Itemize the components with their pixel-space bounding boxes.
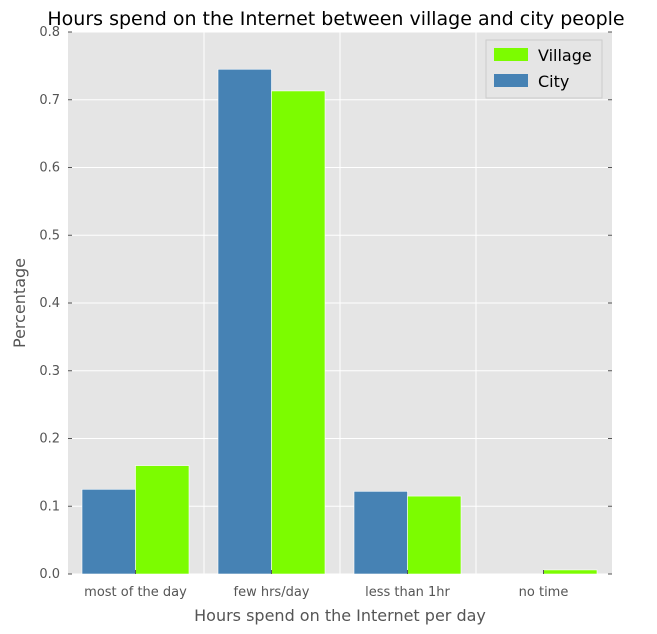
x-tick-label: no time (519, 585, 569, 600)
x-tick-label: few hrs/day (234, 585, 310, 600)
y-tick-label: 0.8 (39, 25, 60, 40)
bar-city-0 (81, 489, 136, 575)
legend-swatch-village (494, 48, 528, 61)
axis-ticks: 0.0 0.1 0.2 0.3 0.4 0.5 0.6 0.7 0.8 most of the d… (39, 25, 612, 600)
y-tick-label: 0.4 (39, 296, 60, 311)
y-tick-label: 0.7 (39, 93, 60, 108)
y-tick-label: 0.6 (39, 161, 60, 176)
legend-label-village: Village (538, 46, 592, 65)
bar-city-1 (217, 68, 272, 575)
gridlines (68, 31, 612, 575)
legend: Village City (485, 39, 603, 99)
bar-village-0 (135, 465, 190, 575)
legend-label-city: City (538, 72, 569, 91)
y-tick-label: 0.1 (39, 499, 60, 514)
bar-city-2 (353, 491, 408, 575)
x-tick-label: most of the day (84, 585, 187, 600)
x-tick-label: less than 1hr (365, 585, 450, 600)
bar-village-2 (407, 495, 462, 575)
bar-village-3 (543, 569, 598, 575)
y-tick-label: 0.0 (39, 567, 60, 582)
y-tick-label: 0.2 (39, 432, 60, 447)
bar-village-1 (271, 90, 326, 575)
y-tick-label: 0.3 (39, 364, 60, 379)
bars (81, 68, 598, 575)
y-axis-label: Percentage (10, 258, 29, 348)
legend-swatch-city (494, 74, 528, 87)
chart-title: Hours spend on the Internet between vill… (47, 8, 624, 30)
y-tick-label: 0.5 (39, 228, 60, 243)
x-axis-label: Hours spend on the Internet per day (194, 606, 486, 625)
